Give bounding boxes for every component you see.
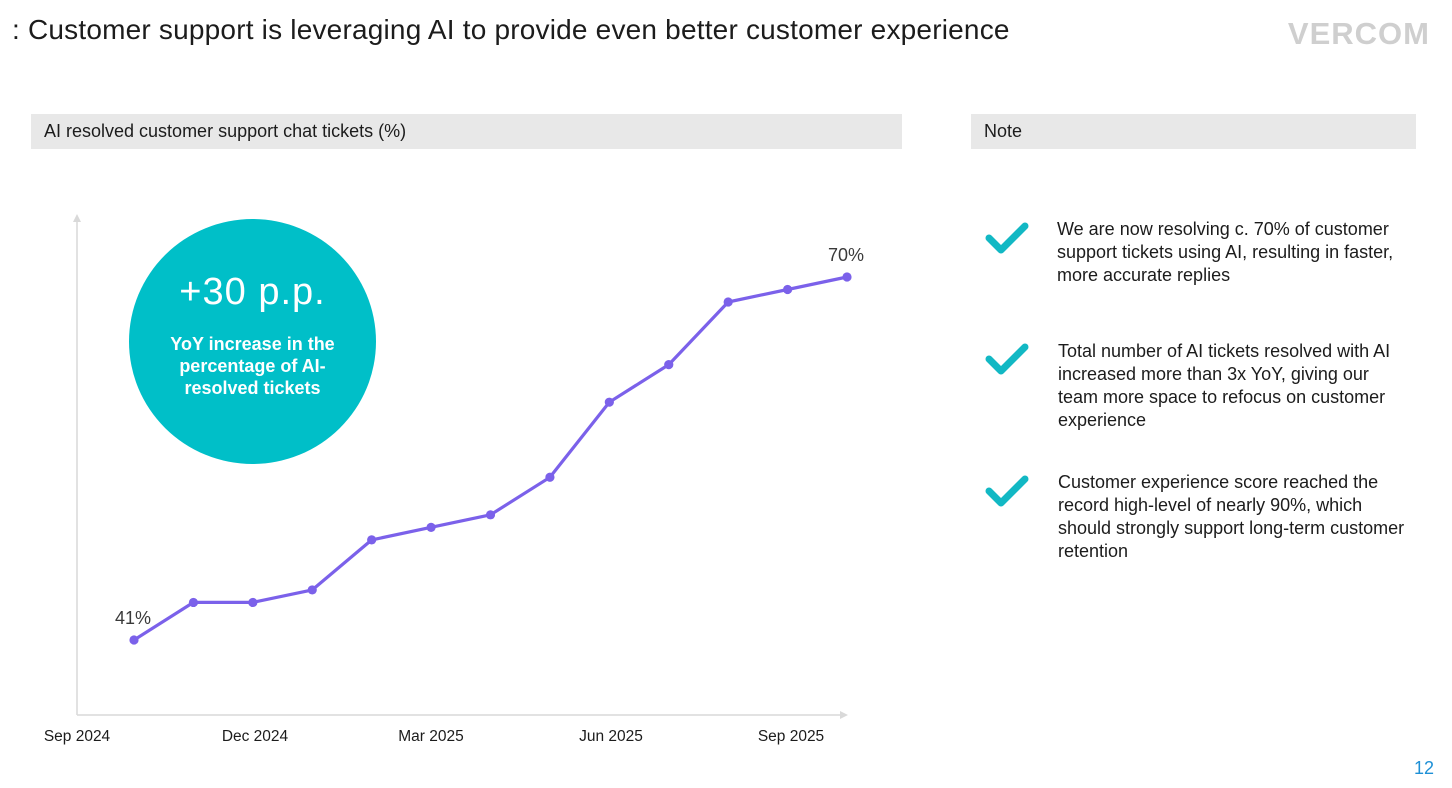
data-label: 41% <box>115 608 151 628</box>
note-text: Total number of AI tickets resolved with… <box>1058 341 1391 430</box>
x-tick-label: Sep 2024 <box>44 728 111 745</box>
check-icon <box>985 475 1029 507</box>
data-point <box>664 360 674 370</box>
x-axis-arrow <box>840 711 848 719</box>
data-point <box>604 397 614 407</box>
x-tick-label: Jun 2025 <box>579 728 643 745</box>
highlight-caption: YoY increase in the percentage of AI-res… <box>170 334 335 398</box>
data-point <box>545 472 555 482</box>
y-axis-arrow <box>73 214 81 222</box>
note-text: Customer experience score reached the re… <box>1058 472 1405 561</box>
x-tick-label: Mar 2025 <box>398 728 463 745</box>
data-point <box>723 297 733 307</box>
data-point <box>782 284 793 295</box>
slide-title: : Customer support is leveraging AI to p… <box>12 14 1010 45</box>
data-point <box>485 510 496 520</box>
x-tick-label: Dec 2024 <box>222 728 289 745</box>
note-panel-header: Note <box>971 114 1416 149</box>
chart-panel-header: AI resolved customer support chat ticket… <box>31 114 902 149</box>
data-label: 70% <box>828 245 864 265</box>
data-point <box>426 522 436 532</box>
page-number: 12 <box>1413 758 1434 778</box>
highlight-value: +30 p.p. <box>179 271 326 313</box>
data-point <box>842 272 852 282</box>
vercom-logo: VERCOM <box>1287 16 1430 51</box>
note-text: We are now resolving c. 70% of customer … <box>1057 219 1394 285</box>
highlight-bubble: +30 p.p. YoY increase in the percentage … <box>129 219 376 464</box>
data-point <box>188 597 199 608</box>
data-point <box>129 635 139 645</box>
data-point <box>367 535 377 545</box>
check-icon <box>985 222 1029 254</box>
data-point <box>307 585 317 595</box>
check-icon <box>985 343 1029 375</box>
data-point <box>248 597 258 608</box>
x-tick-label: Sep 2025 <box>758 728 824 745</box>
